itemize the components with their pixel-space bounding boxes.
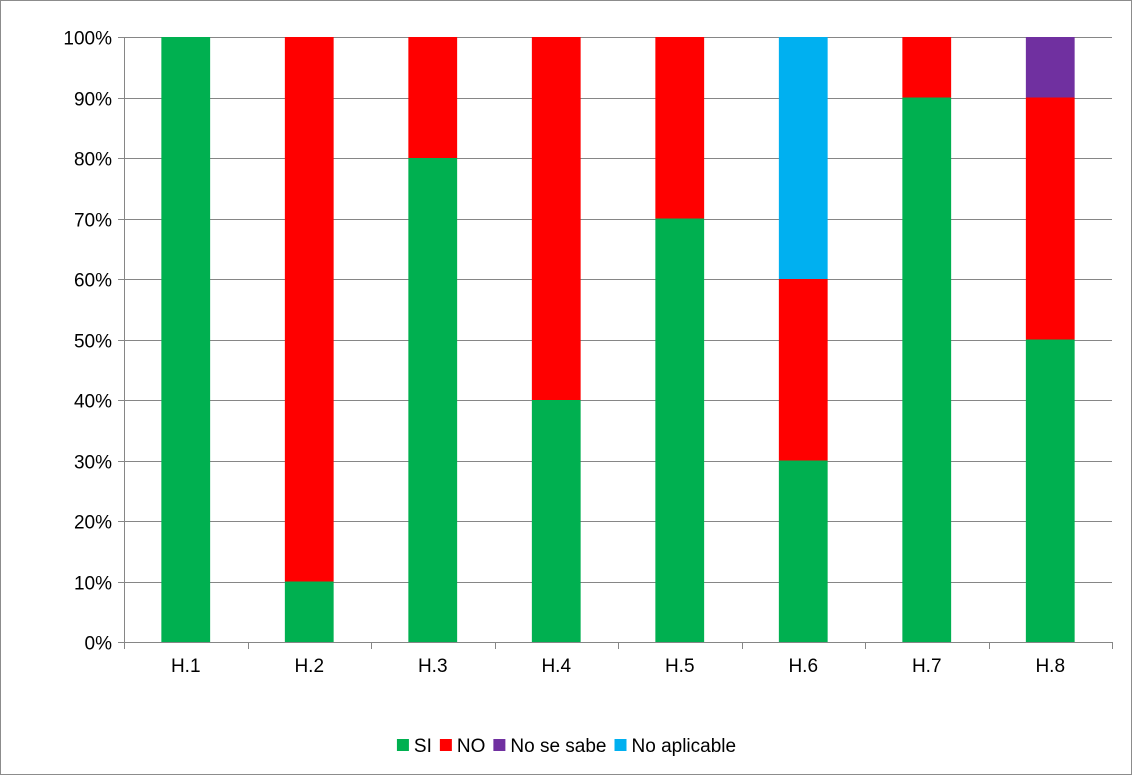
legend-label: No se sabe bbox=[510, 736, 606, 757]
y-tick-label: 40% bbox=[74, 392, 112, 413]
y-tick-label: 70% bbox=[74, 211, 112, 232]
bar-segment bbox=[284, 581, 334, 642]
legend-label: NO bbox=[457, 736, 486, 757]
y-tick-label: 60% bbox=[74, 271, 112, 292]
y-tick-label: 20% bbox=[74, 513, 112, 534]
bar-segment bbox=[284, 37, 334, 582]
x-tick-label: H.4 bbox=[541, 656, 571, 677]
y-tick-label: 30% bbox=[74, 453, 112, 474]
bar-segment bbox=[161, 37, 211, 642]
y-tick-label: 100% bbox=[63, 29, 112, 50]
y-tick-label: 90% bbox=[74, 90, 112, 111]
axes: 0% 10% 20% 30% 40% 50% 60% 70% 80% 90% 100% H.1 H.2 H… bbox=[63, 29, 1113, 677]
x-tick-label: H.6 bbox=[788, 656, 818, 677]
legend-swatch bbox=[614, 739, 627, 751]
legend-swatch bbox=[493, 739, 506, 751]
legend-label: SI bbox=[414, 736, 432, 757]
bars bbox=[161, 37, 1075, 642]
bar-segment bbox=[531, 400, 581, 642]
x-tick-label: H.2 bbox=[294, 656, 324, 677]
y-tick-label: 10% bbox=[74, 574, 112, 595]
y-tick-label: 50% bbox=[74, 332, 112, 353]
x-tick-label: H.8 bbox=[1035, 656, 1065, 677]
x-tick-label: H.3 bbox=[418, 656, 448, 677]
bar-segment bbox=[1025, 37, 1075, 98]
x-tick-label: H.5 bbox=[665, 656, 695, 677]
bar-segment bbox=[1025, 339, 1075, 642]
bar-segment bbox=[1025, 97, 1075, 340]
legend-swatch bbox=[396, 739, 409, 751]
bar-segment bbox=[778, 37, 828, 279]
legend-label: No aplicable bbox=[632, 736, 737, 757]
y-tick-label: 0% bbox=[85, 634, 113, 655]
x-tick-label: H.1 bbox=[171, 656, 201, 677]
bar-segment bbox=[902, 37, 952, 98]
y-tick-label: 80% bbox=[74, 150, 112, 171]
bar-segment bbox=[778, 460, 828, 642]
legend: SI NO No se sabe No aplicable bbox=[396, 736, 737, 757]
bar-segment bbox=[778, 279, 828, 461]
bar-segment bbox=[902, 97, 952, 642]
bar-segment bbox=[531, 37, 581, 400]
bar-segment bbox=[408, 37, 458, 158]
legend-swatch bbox=[439, 739, 452, 751]
bar-segment bbox=[655, 218, 705, 642]
x-tick-label: H.7 bbox=[912, 656, 942, 677]
bar-segment bbox=[655, 37, 705, 219]
bar-segment bbox=[408, 158, 458, 642]
